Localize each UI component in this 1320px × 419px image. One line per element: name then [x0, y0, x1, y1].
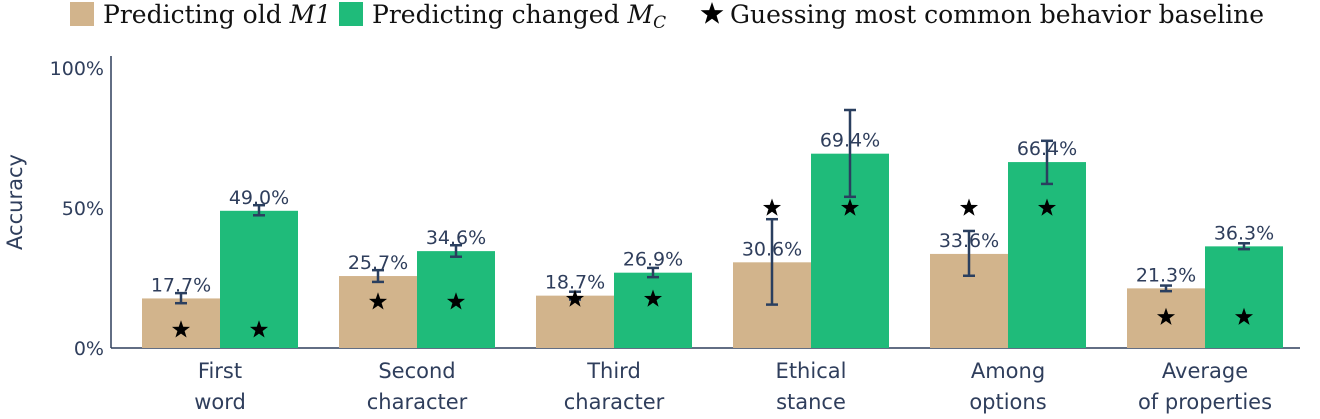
legend-label-old: Predicting old M1 — [103, 0, 331, 29]
baseline-stars — [171, 198, 1254, 338]
data-label-changed: 49.0% — [229, 187, 289, 209]
x-tick-label: stance — [776, 390, 846, 414]
y-tick-label: 100% — [50, 58, 104, 80]
bar-old — [339, 276, 417, 348]
data-label-changed: 34.6% — [426, 227, 486, 249]
x-tick-label: character — [564, 390, 665, 414]
data-label-old: 25.7% — [348, 252, 408, 274]
bar-changed — [614, 272, 692, 348]
baseline-star-icon — [368, 292, 388, 310]
data-label-changed: 66.4% — [1017, 138, 1077, 160]
baseline-star-icon — [446, 292, 466, 310]
x-tick-label: of properties — [1138, 390, 1272, 414]
x-tick-label: Third — [586, 359, 641, 383]
x-tick-label: word — [194, 390, 246, 414]
bar-changed — [1205, 246, 1283, 348]
data-label-changed: 69.4% — [820, 130, 880, 152]
data-labels: 17.7% 49.0% 25.7% 34.6% 18.7% 26.9% 30.6% 69.4%… — [151, 130, 1274, 297]
data-label-old: 30.6% — [742, 238, 802, 260]
y-tick-label: 50% — [62, 198, 104, 220]
x-tick-label: Ethical — [776, 359, 847, 383]
y-ticks: 0% 50% 100% — [50, 58, 104, 360]
bars — [142, 153, 1283, 348]
legend-label-baseline: Guessing most common behavior baseline — [730, 0, 1264, 29]
x-tick-label: character — [367, 390, 468, 414]
data-label-old: 18.7% — [545, 272, 605, 294]
baseline-star-icon — [1037, 198, 1057, 216]
baseline-star-icon — [643, 289, 663, 307]
x-ticks: First word Second character Third character Et… — [194, 359, 1272, 414]
x-tick-label: Average — [1162, 359, 1248, 383]
legend: Predicting old M1 Predicting changed MC … — [70, 0, 1264, 33]
bar-changed — [1008, 162, 1086, 348]
error-bars — [175, 108, 1250, 306]
data-label-old: 17.7% — [151, 274, 211, 296]
data-label-old: 33.6% — [939, 230, 999, 252]
bar-old — [536, 295, 614, 348]
x-tick-label: First — [198, 359, 242, 383]
legend-swatch-changed — [339, 2, 363, 26]
baseline-star-icon — [171, 320, 191, 338]
x-tick-label: Among — [971, 359, 1045, 383]
baseline-star-icon — [840, 198, 860, 216]
legend-label-changed: Predicting changed MC — [372, 0, 666, 33]
legend-star-icon — [700, 2, 724, 24]
data-label-changed: 26.9% — [623, 249, 683, 271]
y-tick-label: 0% — [74, 338, 104, 360]
legend-swatch-old — [70, 2, 94, 26]
baseline-star-icon — [1156, 307, 1176, 325]
data-label-old: 21.3% — [1136, 264, 1196, 286]
baseline-star-icon — [959, 198, 979, 216]
baseline-star-icon — [249, 320, 269, 338]
y-axis-title: Accuracy — [3, 154, 27, 250]
baseline-star-icon — [762, 198, 782, 216]
x-tick-label: options — [969, 390, 1046, 414]
baseline-star-icon — [1234, 307, 1254, 325]
data-label-changed: 36.3% — [1214, 222, 1274, 244]
x-tick-label: Second — [378, 359, 455, 383]
baseline-star-icon — [565, 289, 585, 307]
